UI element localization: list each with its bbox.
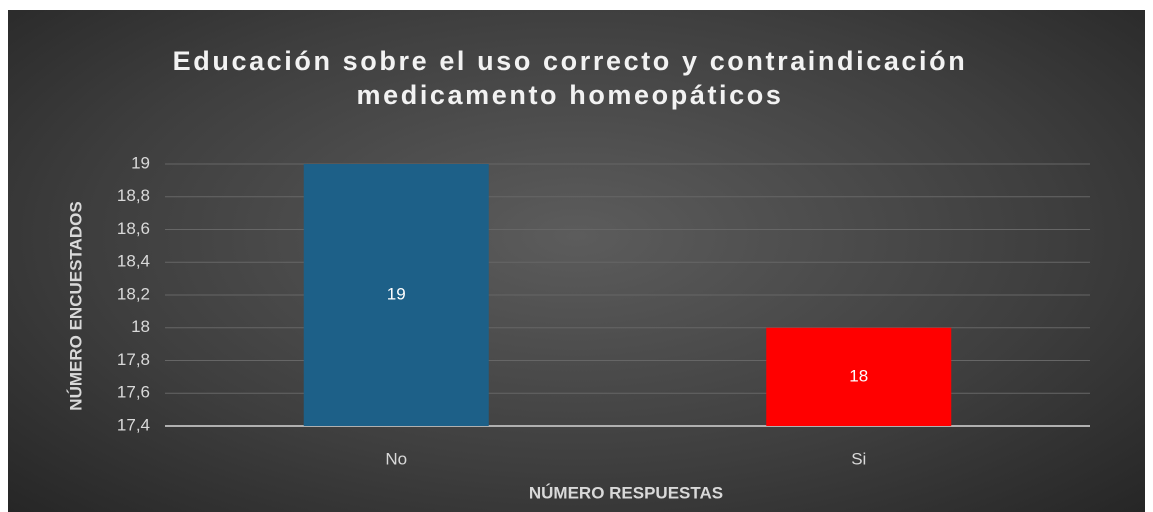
x-axis-label: NÚMERO RESPUESTAS — [529, 483, 723, 502]
bar — [303, 164, 489, 426]
y-tick-label: 18 — [131, 317, 150, 336]
x-tick-label: No — [385, 449, 407, 468]
chart-area — [8, 10, 1145, 512]
y-tick-label: 17,8 — [117, 350, 150, 369]
y-tick-label: 19 — [131, 153, 150, 172]
chart-title: Educación sobre el uso correcto y contra… — [172, 46, 968, 110]
y-tick-label: 17,6 — [117, 383, 150, 402]
data-label: 19 — [387, 284, 406, 303]
y-tick-label: 18,6 — [117, 219, 150, 238]
y-tick-label: 18,4 — [117, 252, 150, 271]
x-tick-label: Si — [851, 449, 866, 468]
bar — [766, 327, 952, 426]
y-tick-label: 17,4 — [117, 415, 150, 434]
y-tick-label: 18,8 — [117, 186, 150, 205]
y-tick-label: 18,2 — [117, 284, 150, 303]
data-label: 18 — [849, 366, 868, 385]
y-axis-label: NÚMERO ENCUESTADOS — [66, 201, 85, 410]
